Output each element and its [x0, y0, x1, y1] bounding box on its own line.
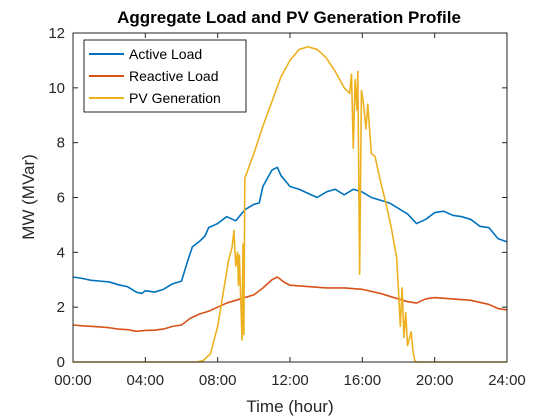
axes-layer: 00:00 04:00 08:00 12:00 16:00 20:00 24:00 0 2 4 6 8…	[48, 25, 525, 389]
y-tick-label: 10	[48, 80, 65, 97]
x-tick-label: 20:00	[416, 372, 454, 389]
y-tick-label: 4	[57, 244, 65, 261]
series-line-pv-generation	[73, 45, 507, 363]
y-axis-label: MW (MVar)	[19, 154, 38, 240]
series-line-active-load	[72, 166, 508, 295]
y-tick-label: 6	[57, 190, 65, 207]
legend-label-pv-generation: PV Generation	[129, 90, 221, 106]
series-layer	[72, 45, 508, 363]
legend-label-active-load: Active Load	[129, 46, 202, 62]
x-tick-label: 24:00	[488, 372, 526, 389]
y-tick-label: 8	[57, 135, 65, 152]
x-tick-label: 16:00	[344, 372, 382, 389]
y-tick-label: 2	[57, 299, 65, 316]
series-line-reactive-load	[72, 276, 508, 333]
y-tick-label: 0	[57, 354, 65, 371]
y-tick-label: 12	[48, 25, 65, 42]
legend-label-reactive-load: Reactive Load	[129, 68, 219, 84]
chart-title: Aggregate Load and PV Generation Profile	[117, 8, 461, 27]
x-tick-label: 00:00	[54, 372, 92, 389]
legend: Active Load Reactive Load PV Generation	[83, 39, 247, 113]
x-tick-label: 12:00	[271, 372, 309, 389]
x-axis-label: Time (hour)	[246, 397, 333, 416]
x-tick-label: 04:00	[127, 372, 165, 389]
x-tick-label: 08:00	[199, 372, 237, 389]
